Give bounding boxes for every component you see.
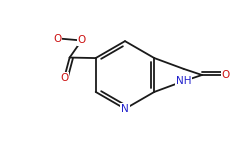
Text: NH: NH bbox=[176, 76, 191, 86]
Text: N: N bbox=[121, 104, 129, 114]
Text: O: O bbox=[221, 70, 230, 80]
Text: O: O bbox=[53, 34, 61, 44]
Text: O: O bbox=[78, 36, 86, 45]
Text: O: O bbox=[60, 73, 68, 83]
